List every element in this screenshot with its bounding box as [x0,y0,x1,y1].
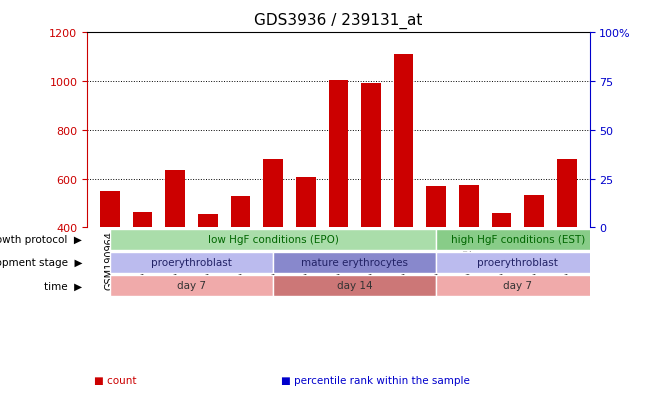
Bar [492,213,511,325]
Text: time  ▶: time ▶ [44,281,82,291]
Text: proerythroblast: proerythroblast [478,258,558,268]
Text: day 7: day 7 [177,281,206,291]
Text: day 7: day 7 [503,281,532,291]
Text: growth protocol  ▶: growth protocol ▶ [0,235,82,244]
Text: mature erythrocytes: mature erythrocytes [301,258,408,268]
Bar [133,212,152,325]
Bar [328,81,348,325]
FancyBboxPatch shape [110,252,273,273]
Text: ■ count: ■ count [94,375,136,385]
FancyBboxPatch shape [436,229,600,250]
Bar [459,185,478,325]
Bar [361,84,381,325]
Bar [198,214,218,325]
Text: day 14: day 14 [337,281,373,291]
Text: high HgF conditions (EST): high HgF conditions (EST) [451,235,585,244]
FancyBboxPatch shape [110,229,436,250]
FancyBboxPatch shape [110,275,273,296]
Bar [557,160,577,325]
Bar [296,178,316,325]
FancyBboxPatch shape [436,252,600,273]
FancyBboxPatch shape [273,275,436,296]
Text: ■ percentile rank within the sample: ■ percentile rank within the sample [281,375,470,385]
Bar [525,195,544,325]
Bar [100,191,120,325]
FancyBboxPatch shape [436,275,600,296]
FancyBboxPatch shape [273,252,436,273]
Bar [230,196,251,325]
Text: low HgF conditions (EPO): low HgF conditions (EPO) [208,235,338,244]
Bar [165,171,185,325]
Title: GDS3936 / 239131_at: GDS3936 / 239131_at [254,13,423,29]
Text: proerythroblast: proerythroblast [151,258,232,268]
Text: development stage  ▶: development stage ▶ [0,258,82,268]
Bar [263,160,283,325]
Bar [394,55,413,325]
Bar [426,187,446,325]
